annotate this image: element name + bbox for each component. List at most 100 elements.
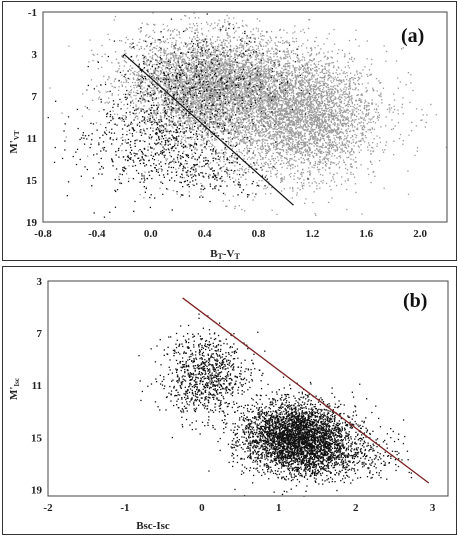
data-point	[165, 66, 167, 68]
data-point	[154, 67, 157, 69]
data-point	[250, 41, 252, 43]
data-point	[202, 62, 204, 64]
data-point	[184, 42, 186, 44]
data-point	[243, 87, 245, 89]
data-point	[167, 74, 169, 76]
data-point	[175, 101, 178, 103]
data-point	[302, 43, 304, 45]
data-point	[221, 61, 223, 63]
data-point	[335, 113, 337, 115]
data-point	[219, 60, 221, 62]
data-point	[210, 77, 213, 80]
data-point	[172, 99, 174, 102]
data-point	[302, 105, 304, 108]
data-point	[227, 89, 229, 91]
data-point	[179, 90, 181, 92]
data-point	[238, 143, 241, 145]
data-point	[174, 94, 176, 96]
data-point	[252, 78, 254, 80]
data-point	[356, 103, 359, 106]
data-point	[324, 63, 327, 65]
data-point	[199, 74, 201, 76]
data-point	[339, 98, 341, 101]
data-point	[183, 81, 186, 83]
data-point	[212, 93, 214, 95]
data-point	[357, 76, 360, 78]
data-point	[215, 92, 217, 94]
data-point	[237, 111, 240, 113]
data-point	[238, 100, 240, 103]
data-point	[322, 76, 324, 79]
data-point	[315, 93, 318, 95]
data-point	[68, 45, 70, 47]
data-point	[272, 128, 275, 130]
data-point	[194, 29, 196, 31]
data-point	[243, 119, 245, 122]
data-point	[202, 39, 204, 41]
y-tick-label: -1	[28, 7, 37, 19]
data-point	[226, 46, 229, 48]
data-point	[283, 107, 285, 110]
data-point	[193, 87, 196, 89]
data-point	[229, 117, 231, 119]
data-point	[198, 107, 201, 109]
data-point	[281, 87, 283, 89]
data-point	[216, 69, 218, 71]
data-point	[196, 86, 198, 88]
y-tick-label: 3	[32, 49, 38, 61]
data-point	[267, 48, 269, 50]
data-point	[140, 85, 142, 87]
data-point	[246, 66, 248, 68]
data-point	[243, 76, 245, 79]
data-point	[220, 109, 222, 111]
data-point	[260, 105, 262, 107]
data-point	[213, 58, 216, 60]
data-point	[220, 88, 222, 90]
data-point	[162, 154, 165, 156]
data-point	[317, 96, 320, 99]
data-point	[186, 70, 189, 73]
data-point	[142, 128, 145, 130]
data-point	[251, 79, 253, 81]
data-point	[253, 48, 255, 51]
data-point	[187, 48, 190, 50]
data-point	[186, 75, 188, 77]
data-point	[196, 57, 198, 59]
data-point	[125, 61, 128, 64]
data-point	[237, 70, 239, 73]
data-point	[224, 55, 226, 57]
data-point	[196, 112, 198, 114]
data-point	[175, 93, 177, 95]
data-point	[297, 48, 299, 50]
data-point	[228, 35, 230, 37]
data-point	[282, 42, 284, 45]
data-point	[216, 47, 219, 49]
data-point	[249, 108, 251, 110]
data-point	[189, 69, 191, 71]
data-point	[300, 76, 302, 79]
data-point	[154, 70, 157, 72]
data-point	[249, 71, 251, 73]
data-point	[193, 36, 195, 38]
data-point	[271, 75, 273, 77]
data-point	[262, 83, 264, 85]
data-point	[217, 93, 219, 95]
data-point	[314, 66, 316, 69]
data-point	[279, 152, 281, 154]
data-point	[169, 87, 171, 89]
data-point	[187, 98, 190, 100]
data-point	[267, 50, 269, 52]
data-point	[256, 129, 259, 132]
data-point	[252, 73, 254, 75]
data-point	[184, 86, 187, 88]
data-point	[280, 36, 282, 39]
data-point	[269, 50, 271, 52]
data-point	[222, 106, 225, 108]
data-point	[235, 66, 238, 68]
data-point	[160, 54, 162, 57]
data-point	[265, 130, 267, 133]
data-point	[240, 77, 242, 79]
data-point	[214, 96, 216, 98]
data-point	[144, 99, 147, 101]
